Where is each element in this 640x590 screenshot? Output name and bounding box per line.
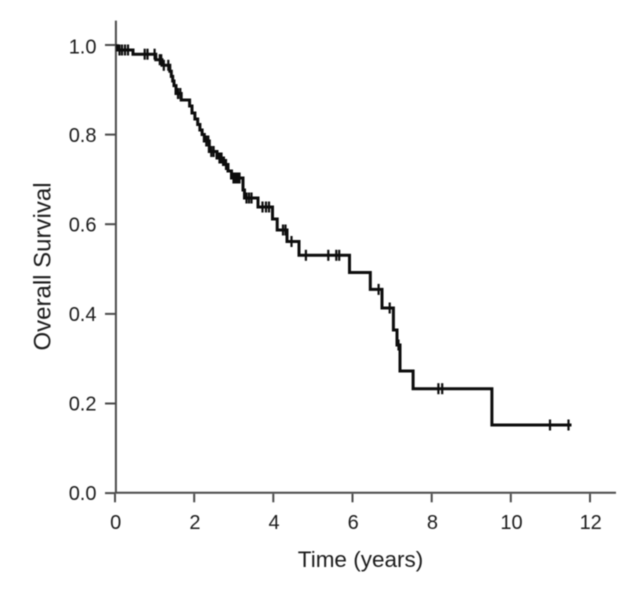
svg-text:10: 10 bbox=[500, 512, 522, 534]
svg-text:0.6: 0.6 bbox=[69, 215, 97, 237]
svg-text:1.0: 1.0 bbox=[69, 37, 97, 59]
svg-text:4: 4 bbox=[268, 512, 279, 534]
svg-text:0.0: 0.0 bbox=[69, 483, 97, 505]
svg-text:0.4: 0.4 bbox=[69, 304, 97, 326]
svg-text:0.2: 0.2 bbox=[69, 393, 97, 415]
svg-text:8: 8 bbox=[427, 512, 438, 534]
svg-text:6: 6 bbox=[348, 512, 359, 534]
svg-text:0: 0 bbox=[110, 512, 121, 534]
svg-text:Time (years): Time (years) bbox=[298, 547, 423, 572]
svg-text:0.8: 0.8 bbox=[69, 125, 97, 147]
svg-text:2: 2 bbox=[189, 512, 200, 534]
svg-text:12: 12 bbox=[580, 512, 602, 534]
svg-text:Overall Survival: Overall Survival bbox=[30, 182, 57, 350]
